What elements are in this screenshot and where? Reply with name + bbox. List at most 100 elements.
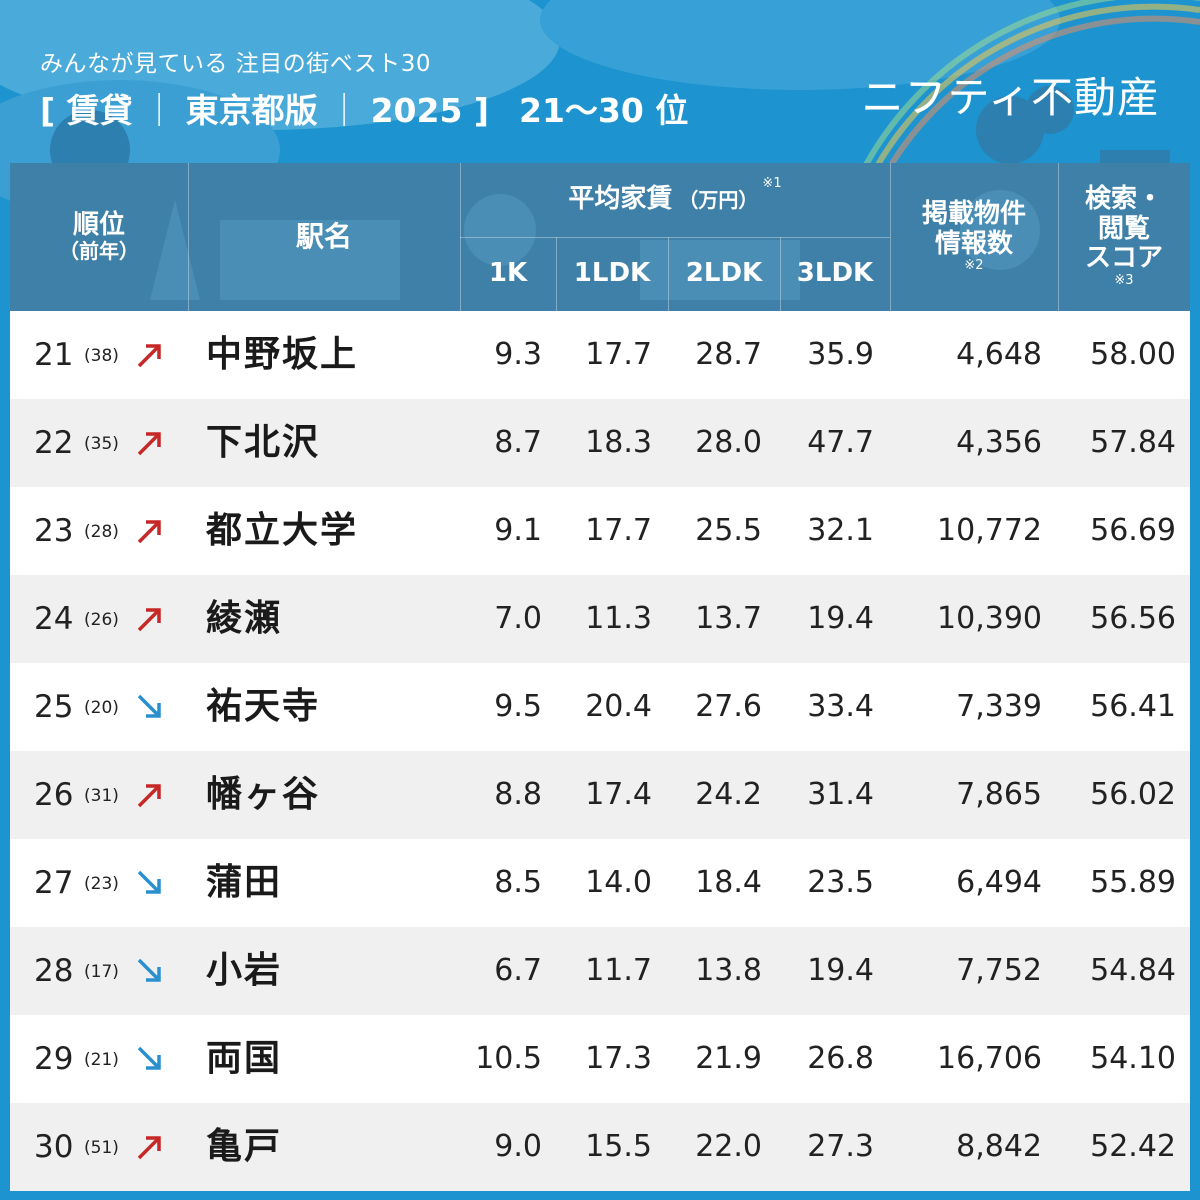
score: 52.42 — [1090, 1129, 1176, 1164]
column-1k: 1K — [488, 258, 528, 289]
rent-2ldk: 18.4 — [695, 865, 762, 900]
table-row: 27 (23) 蒲田 8.5 14.0 18.4 23.5 6,494 55.8… — [10, 839, 1190, 927]
table-row: 21 (38) 中野坂上 9.3 17.7 28.7 35.9 4,648 58… — [10, 311, 1190, 399]
previous-rank: (28) — [84, 522, 119, 542]
rent-1k: 7.0 — [494, 601, 542, 636]
listing-count: 4,356 — [956, 425, 1042, 460]
trend-up-icon — [137, 1136, 161, 1160]
rent-1ldk: 15.5 — [585, 1129, 652, 1164]
previous-rank: (51) — [84, 1138, 119, 1158]
rent-1k: 8.7 — [494, 425, 542, 460]
listing-count: 8,842 — [956, 1129, 1042, 1164]
average-rent-label: 平均家賃 — [568, 184, 673, 215]
listing-count: 7,865 — [956, 777, 1042, 812]
trend-down-icon — [137, 1046, 161, 1070]
column-2ldk: 2LDK — [685, 258, 763, 289]
previous-rank: (35) — [84, 434, 119, 454]
score: 54.84 — [1090, 953, 1176, 988]
previous-rank: (38) — [84, 346, 119, 366]
column-rank-prev-label: （前年） — [59, 239, 139, 264]
trend-down-icon — [137, 870, 161, 894]
rent-1k: 9.5 — [494, 689, 542, 724]
rent-1ldk: 20.4 — [585, 689, 652, 724]
rent-1ldk: 18.3 — [585, 425, 652, 460]
rent-1ldk: 11.7 — [585, 953, 652, 988]
score-label-line2: 閲覧 — [1097, 213, 1150, 244]
rent-2ldk: 24.2 — [695, 777, 762, 812]
previous-rank: (21) — [84, 1050, 119, 1070]
subtitle: みんなが見ている 注目の街ベスト30 — [40, 51, 432, 77]
station-name: 綾瀬 — [206, 598, 283, 639]
trend-up-icon — [137, 520, 161, 544]
rank: 24 — [34, 601, 74, 637]
rent-1k: 9.0 — [494, 1129, 542, 1164]
column-3ldk: 3LDK — [796, 258, 874, 289]
station-name: 下北沢 — [206, 422, 321, 463]
rent-1k: 9.3 — [494, 337, 542, 372]
table-row: 30 (51) 亀戸 9.0 15.5 22.0 27.3 8,842 52.4… — [10, 1103, 1190, 1191]
rent-2ldk: 25.5 — [695, 513, 762, 548]
listings-label-line1: 掲載物件 — [921, 198, 1026, 229]
previous-rank: (23) — [84, 874, 119, 894]
rent-2ldk: 13.7 — [695, 601, 762, 636]
station-name: 亀戸 — [206, 1126, 283, 1167]
station-name: 蒲田 — [206, 862, 283, 903]
column-listings: 掲載物件 情報数 ※2 — [890, 163, 1058, 311]
trend-down-icon — [137, 694, 161, 718]
rent-1ldk: 17.3 — [585, 1041, 652, 1076]
listing-count: 10,772 — [937, 513, 1042, 548]
previous-rank: (20) — [84, 698, 119, 718]
listings-label-line2: 情報数 — [934, 228, 1013, 259]
table-body: 21 (38) 中野坂上 9.3 17.7 28.7 35.9 4,648 58… — [10, 311, 1190, 1191]
rent-3ldk: 32.1 — [807, 513, 874, 548]
rent-3ldk: 19.4 — [807, 953, 874, 988]
table-row: 25 (20) 祐天寺 9.5 20.4 27.6 33.4 7,339 56.… — [10, 663, 1190, 751]
page-title: [ 賃貸｜東京都版｜ 2025 ] 21〜30 位 — [40, 84, 688, 132]
station-name: 幡ヶ谷 — [206, 774, 321, 815]
column-station: 駅名 — [295, 219, 352, 253]
score: 56.56 — [1090, 601, 1176, 636]
listing-count: 6,494 — [956, 865, 1042, 900]
rent-1k: 10.5 — [475, 1041, 542, 1076]
column-score: 検索・ 閲覧 スコア ※3 — [1058, 163, 1190, 311]
rent-2ldk: 28.7 — [695, 337, 762, 372]
score: 54.10 — [1090, 1041, 1176, 1076]
listing-count: 10,390 — [937, 601, 1042, 636]
average-rent-note: ※1 — [762, 176, 782, 191]
title-rank-range: 21〜30 位 — [519, 91, 689, 130]
table-row: 22 (35) 下北沢 8.7 18.3 28.0 47.7 4,356 57.… — [10, 399, 1190, 487]
rent-3ldk: 27.3 — [807, 1129, 874, 1164]
score: 58.00 — [1090, 337, 1176, 372]
trend-up-icon — [137, 344, 161, 368]
rank: 28 — [34, 953, 74, 989]
title-separator: ｜ — [142, 91, 176, 130]
rent-2ldk: 22.0 — [695, 1129, 762, 1164]
score-note: ※3 — [1114, 273, 1134, 289]
previous-rank: (17) — [84, 962, 119, 982]
rank: 21 — [34, 337, 74, 373]
average-rent-unit: （万円） — [678, 187, 759, 212]
score: 56.69 — [1090, 513, 1176, 548]
rent-1ldk: 11.3 — [585, 601, 652, 636]
trend-up-icon — [137, 784, 161, 808]
score: 56.41 — [1090, 689, 1176, 724]
rent-3ldk: 23.5 — [807, 865, 874, 900]
table-row: 26 (31) 幡ヶ谷 8.8 17.4 24.2 31.4 7,865 56.… — [10, 751, 1190, 839]
brand-logo: ニフティ不動産 — [861, 73, 1160, 122]
listing-count: 16,706 — [937, 1041, 1042, 1076]
rent-1ldk: 17.7 — [585, 513, 652, 548]
rank: 29 — [34, 1041, 74, 1077]
score-label-line1: 検索・ — [1084, 183, 1163, 214]
table-row: 28 (17) 小岩 6.7 11.7 13.8 19.4 7,752 54.8… — [10, 927, 1190, 1015]
rent-3ldk: 31.4 — [807, 777, 874, 812]
column-1ldk: 1LDK — [573, 258, 651, 289]
station-name: 祐天寺 — [206, 686, 321, 727]
listings-note: ※2 — [964, 258, 984, 274]
rent-3ldk: 19.4 — [807, 601, 874, 636]
table-row: 29 (21) 両国 10.5 17.3 21.9 26.8 16,706 54… — [10, 1015, 1190, 1103]
table-row: 23 (28) 都立大学 9.1 17.7 25.5 32.1 10,772 5… — [10, 487, 1190, 575]
trend-up-icon — [137, 608, 161, 632]
previous-rank: (26) — [84, 610, 119, 630]
previous-rank: (31) — [84, 786, 119, 806]
rent-1ldk: 17.7 — [585, 337, 652, 372]
